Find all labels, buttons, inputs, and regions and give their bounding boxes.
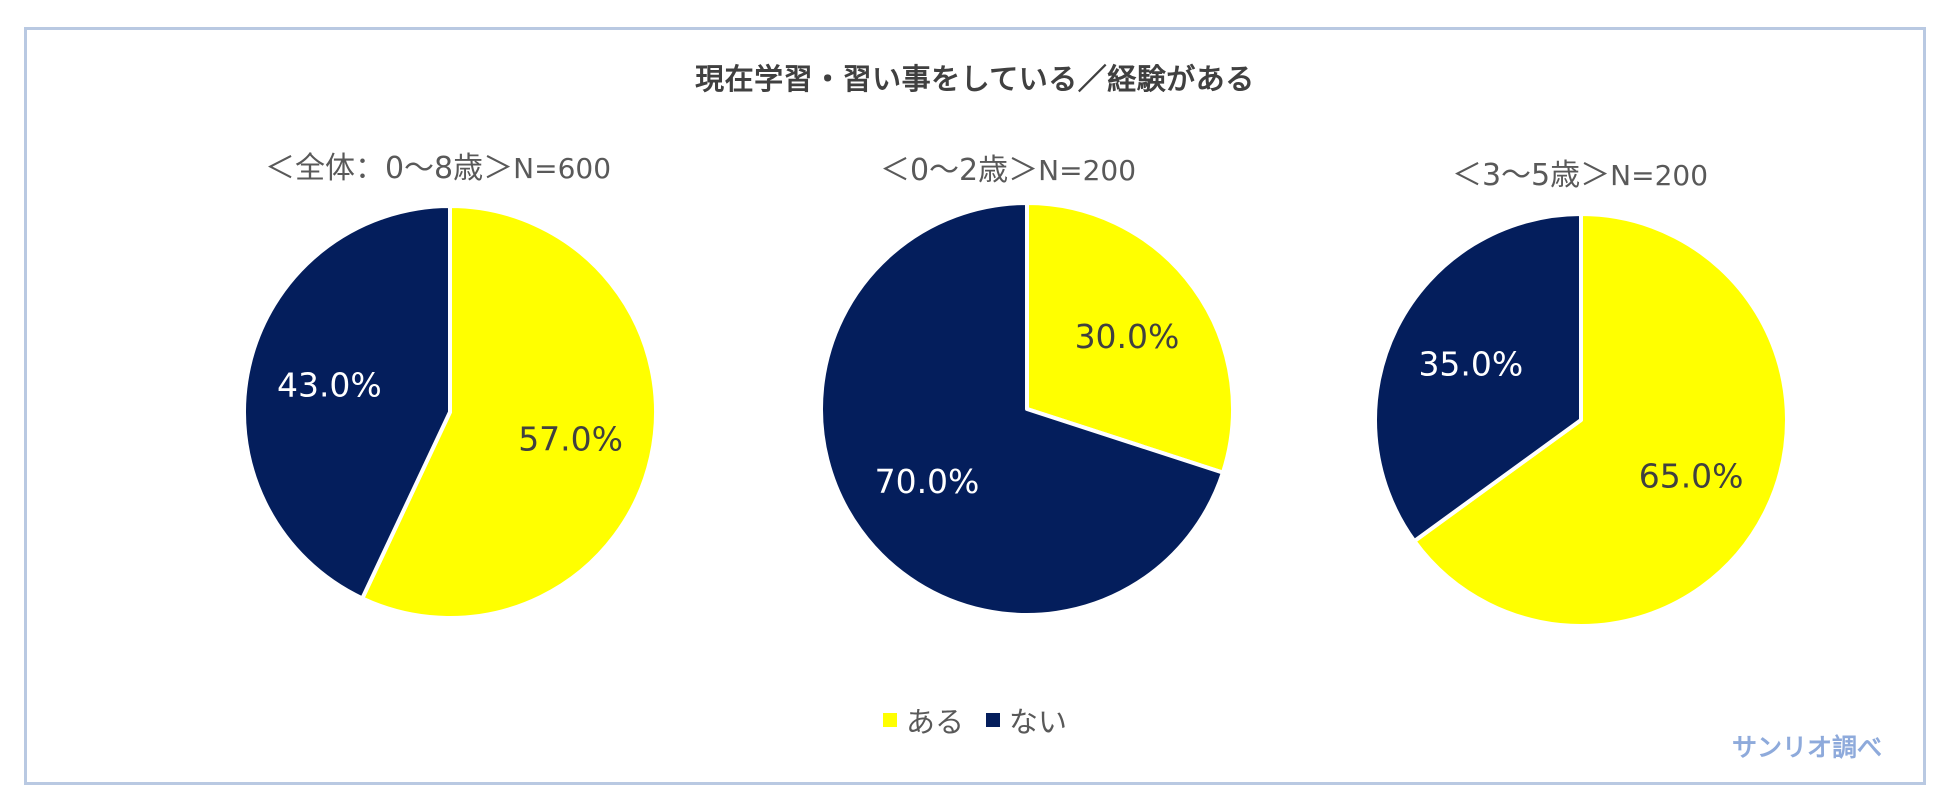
pie-label-2-nai: 35.0% bbox=[1418, 344, 1523, 383]
pie-slice-0-nai bbox=[242, 204, 452, 601]
legend-swatch-nai bbox=[986, 713, 1000, 727]
pie-slice-2-aru bbox=[1412, 212, 1789, 628]
pie-chart-0: 57.0% 43.0% bbox=[242, 204, 658, 620]
pie-n-all: N=600 bbox=[513, 152, 612, 185]
pie-n-0-2: N=200 bbox=[1038, 154, 1137, 187]
pie-slice-1-nai bbox=[819, 201, 1225, 617]
pie-heading-all: ＜全体：0～8歳＞N=600 bbox=[238, 143, 638, 187]
pie-title-all: ＜全体：0～8歳＞ bbox=[264, 151, 514, 186]
pie-title-3-5: ＜3～5歳＞ bbox=[1451, 158, 1611, 193]
chart-title: 現在学習・習い事をしている／経験がある bbox=[695, 62, 1255, 96]
legend-swatch-aru bbox=[882, 713, 897, 727]
legend-item-nai: ない bbox=[986, 699, 1067, 741]
pie-label-2-aru: 65.0% bbox=[1639, 457, 1744, 496]
pie-chart-2: 65.0% 35.0% bbox=[1373, 212, 1789, 628]
pie-heading-0-2: ＜0～2歳＞N=200 bbox=[828, 145, 1188, 189]
legend-item-aru: ある bbox=[882, 699, 964, 741]
pie-label-1-aru: 30.0% bbox=[1075, 317, 1180, 356]
pie-chart-1: 30.0% 70.0% bbox=[819, 201, 1235, 617]
legend: ある ない bbox=[0, 699, 1950, 741]
pie-label-0-aru: 57.0% bbox=[518, 419, 623, 458]
pie-slice-0-aru bbox=[360, 204, 658, 620]
pie-slice-1-aru bbox=[1025, 201, 1235, 475]
legend-label-nai: ない bbox=[1009, 705, 1068, 739]
pie-slice-2-nai bbox=[1373, 212, 1583, 544]
legend-label-aru: ある bbox=[905, 705, 964, 739]
source-credit: サンリオ調べ bbox=[1731, 733, 1882, 762]
pie-label-0-nai: 43.0% bbox=[277, 366, 382, 405]
pie-heading-3-5: ＜3～5歳＞N=200 bbox=[1400, 150, 1760, 194]
pie-n-3-5: N=200 bbox=[1610, 159, 1709, 192]
pie-label-1-nai: 70.0% bbox=[875, 462, 980, 501]
pie-title-0-2: ＜0～2歳＞ bbox=[879, 153, 1039, 188]
